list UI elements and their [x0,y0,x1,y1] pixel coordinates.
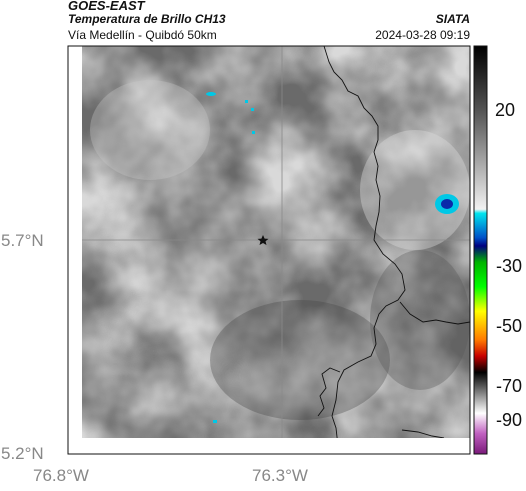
colorbar-tick-label: -70 [496,376,523,396]
colorbar-tick-label: -50 [496,316,523,336]
colorbar-tick-label: 20 [495,100,516,120]
lat-tick-label: 5.2°N [1,444,44,463]
colorbar-tick-label: -90 [496,410,523,430]
lon-tick-label: 76.8°W [33,466,89,485]
colorbar [473,45,488,455]
grid-lines [82,46,470,438]
subtitle: Vía Medellín - Quibdó 50km [68,28,217,42]
boundary-lines [317,46,470,438]
satellite-image [82,46,470,438]
lon-tick-label: 76.3°W [252,466,308,485]
cold-cloud-spots [206,92,459,423]
title-line1: GOES-EAST [68,0,145,13]
brand-label: SIATA [435,12,470,26]
lat-tick-label: 5.7°N [1,231,44,250]
map-frame [67,45,471,455]
star-marker [257,235,269,245]
datetime-label: 2024-03-28 09:19 [375,28,470,42]
title-line2: Temperatura de Brillo CH13 [68,12,226,26]
colorbar-tick-label: -30 [496,256,523,276]
